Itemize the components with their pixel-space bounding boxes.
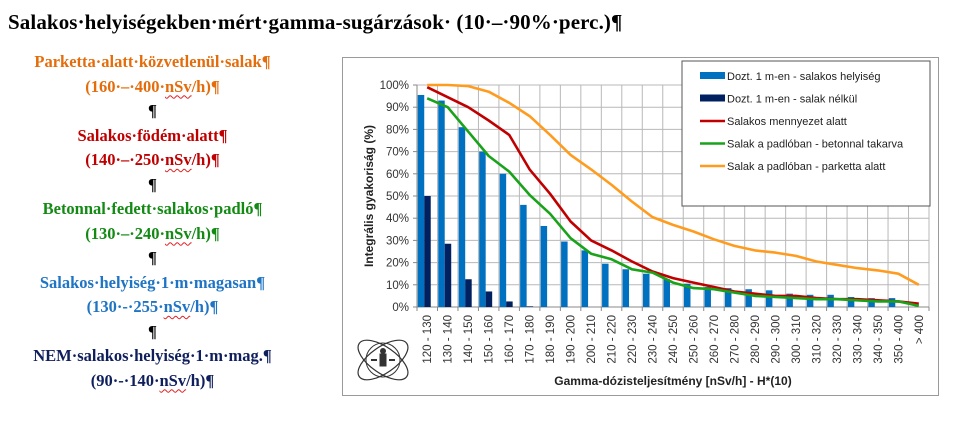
pilcrow: ¶ bbox=[148, 248, 157, 267]
bar bbox=[581, 250, 589, 307]
bar bbox=[417, 94, 425, 308]
bar bbox=[438, 100, 445, 307]
x-tick-label: 260 - 270 bbox=[709, 315, 721, 364]
page-title: Salakos·helyiségekben·mért·gamma-sugárzá… bbox=[8, 10, 623, 34]
chart: 0% 10% 20% 30% 40% 50% 60% 70% 80% 90% 100% 120 - 1… bbox=[357, 60, 931, 388]
x-tick-label: 200 - 210 bbox=[586, 315, 598, 364]
y-axis-title: Integrális gyakoriság (%) bbox=[362, 125, 376, 267]
legend-label: Salakos mennyezet alatt bbox=[727, 116, 847, 128]
bar bbox=[540, 225, 548, 307]
bar bbox=[765, 290, 773, 307]
range-value: (130·-·255·nSv/h)¶ bbox=[86, 297, 219, 316]
range-label: Parketta·alatt·közvetlenül·salak¶ bbox=[34, 52, 271, 71]
legend-label: Dozt. 1 m-en - salak nélkül bbox=[727, 94, 857, 106]
x-tick-label: 220 - 230 bbox=[627, 315, 639, 364]
logo-icon bbox=[357, 339, 409, 381]
bar bbox=[786, 293, 793, 307]
legend-swatch-bar bbox=[700, 94, 725, 102]
legend-label: Salak a padlóban - parketta alatt bbox=[727, 161, 885, 173]
bar bbox=[465, 279, 472, 307]
y-tick-label: 30% bbox=[386, 235, 409, 247]
x-tick-label: 190 - 200 bbox=[566, 315, 578, 364]
legend-label: Dozt. 1 m-en - salakos helyiség bbox=[727, 71, 880, 83]
pilcrow: ¶ bbox=[148, 321, 157, 341]
y-tick-label: 70% bbox=[386, 147, 409, 159]
y-tick-label: 90% bbox=[386, 102, 409, 114]
bar bbox=[602, 263, 609, 307]
legend-swatch-bar bbox=[700, 72, 725, 79]
bar bbox=[827, 294, 834, 307]
y-tick-label: 100% bbox=[380, 80, 409, 92]
range-label: Salakos·helyiség·1·m·magasan¶ bbox=[39, 272, 266, 292]
bar bbox=[485, 291, 493, 307]
bar bbox=[561, 241, 568, 307]
bar bbox=[847, 297, 855, 307]
range-value: (160·–·400·nSv/h)¶ bbox=[85, 76, 220, 96]
bar bbox=[745, 289, 752, 307]
x-tick-label: 230 - 240 bbox=[648, 315, 660, 364]
bar bbox=[724, 288, 732, 307]
x-tick-label: 300 - 310 bbox=[791, 315, 803, 364]
range-label: Betonnal·fedett·salakos·padló¶ bbox=[42, 199, 263, 218]
x-tick-label: 270 - 280 bbox=[729, 315, 741, 364]
bar bbox=[479, 151, 486, 307]
range-value: (130·–·240·nSv/h)¶ bbox=[85, 223, 220, 243]
bar bbox=[663, 279, 670, 307]
x-tick-label: 310 - 320 bbox=[811, 315, 823, 364]
bar bbox=[643, 273, 650, 307]
x-tick-label: 340 - 350 bbox=[873, 315, 885, 364]
pilcrow: ¶ bbox=[148, 174, 157, 194]
range-label: NEM·salakos·helyiség·1·m·mag.¶ bbox=[33, 346, 272, 365]
chart-container: 0% 10% 20% 30% 40% 50% 60% 70% 80% 90% 100% 120 - 1… bbox=[342, 57, 939, 396]
bar bbox=[499, 173, 507, 307]
bar bbox=[424, 196, 431, 307]
series-line bbox=[427, 83, 920, 286]
y-tick-label: 10% bbox=[386, 280, 409, 292]
range-value: (90·-·140·nSv/h)¶ bbox=[90, 370, 215, 390]
bar bbox=[506, 301, 513, 307]
x-tick-label: 250 - 260 bbox=[688, 315, 700, 364]
bar bbox=[683, 283, 691, 307]
x-tick-label: > 400 bbox=[914, 315, 926, 344]
bar bbox=[704, 287, 711, 307]
x-tick-label: 180 - 190 bbox=[545, 315, 557, 364]
series-line bbox=[426, 97, 920, 308]
legend-box bbox=[681, 60, 931, 207]
y-tick-label: 40% bbox=[386, 213, 409, 225]
y-tick-label: 80% bbox=[386, 124, 409, 136]
x-tick-label: 240 - 250 bbox=[668, 315, 680, 364]
legend-label: Salak a padlóban - betonnal takarva bbox=[727, 139, 904, 151]
x-tick-label: 350 - 400 bbox=[893, 315, 905, 364]
bar bbox=[868, 298, 875, 307]
x-tick-label: 320 - 330 bbox=[832, 315, 844, 364]
range-label: Salakos·födém·alatt¶ bbox=[77, 125, 228, 145]
x-tick-label: 290 - 300 bbox=[770, 315, 782, 364]
x-tick-label: 120 - 130 bbox=[422, 315, 434, 364]
bar bbox=[520, 204, 527, 307]
pilcrow: ¶ bbox=[148, 101, 157, 120]
x-tick-label: 140 - 150 bbox=[463, 315, 475, 364]
x-tick-label: 170 - 180 bbox=[525, 315, 537, 364]
y-tick-label: 60% bbox=[386, 169, 409, 181]
bar bbox=[458, 127, 466, 308]
y-tick-label: 0% bbox=[392, 302, 409, 314]
bar bbox=[622, 269, 630, 307]
y-tick-label: 20% bbox=[386, 258, 409, 270]
range-value: (140·–·250·nSv/h)¶ bbox=[85, 150, 220, 169]
x-tick-label: 210 - 220 bbox=[607, 315, 619, 364]
range-legend-text: Parketta·alatt·közvetlenül·salak¶ (160·–·… bbox=[0, 50, 305, 393]
bar bbox=[444, 243, 452, 307]
x-tick-label: 130 - 140 bbox=[443, 315, 455, 364]
bar bbox=[526, 306, 534, 307]
x-tick-label: 280 - 290 bbox=[750, 315, 762, 364]
bar bbox=[806, 294, 814, 307]
x-tick-label: 160 - 170 bbox=[504, 315, 516, 364]
x-tick-label: 150 - 160 bbox=[484, 315, 496, 364]
x-tick-label: 330 - 340 bbox=[852, 315, 864, 364]
x-axis-title: Gamma-dózisteljesítmény [nSv/h] - H*(10) bbox=[554, 374, 791, 388]
y-tick-label: 50% bbox=[386, 191, 409, 203]
